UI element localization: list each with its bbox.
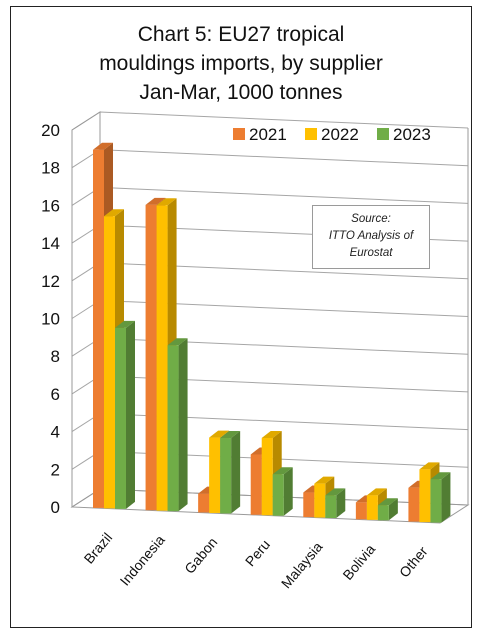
gridline (71, 149, 469, 169)
source-note: Source: ITTO Analysis of Eurostat (312, 205, 430, 269)
legend-swatch-2023 (377, 128, 389, 140)
source-line-1: Source: (351, 213, 391, 225)
y-tick-label: 20 (41, 121, 60, 140)
bar-top (93, 142, 113, 150)
bar-front (93, 149, 104, 508)
x-tick-label: Gabon (181, 534, 220, 576)
bar-front (209, 437, 221, 513)
y-tick-label: 12 (41, 272, 60, 291)
bar-top (430, 472, 451, 480)
bar-top (272, 467, 293, 475)
legend-label-2021: 2021 (249, 125, 287, 144)
bar-front (104, 216, 115, 509)
bar-side (178, 338, 188, 512)
bar-bolivia-2023 (377, 498, 398, 521)
y-tick-label: 8 (51, 347, 60, 366)
bar-indonesia-2023 (167, 338, 188, 512)
bar-side (126, 320, 135, 509)
bar-top (325, 488, 346, 496)
y-tick-label: 14 (41, 234, 60, 253)
y-axis: 0 2 4 6 8 10 12 14 16 18 20 (41, 121, 73, 517)
x-axis: Brazil Indonesia Gabon Peru Malaysia Bolivia O… (81, 530, 431, 592)
y-tick-label: 4 (51, 423, 60, 442)
bar-top (104, 209, 124, 217)
bar-top (156, 198, 177, 206)
x-tick-label: Other (396, 543, 431, 580)
bar-front (198, 493, 210, 513)
bar-top (314, 476, 335, 484)
chart-title: Chart 5: EU27 tropical mouldings imports… (10, 20, 472, 107)
bar-top (377, 498, 398, 506)
y-tick-label: 0 (51, 498, 60, 517)
bar-front (250, 454, 262, 515)
bar-front (156, 205, 168, 511)
chart-title-line-1: Chart 5: EU27 tropical (137, 23, 345, 46)
legend-label-2023: 2023 (393, 125, 431, 144)
bar-front (314, 483, 326, 518)
bar-front (419, 469, 431, 523)
bar-front (366, 495, 378, 520)
bar-front (355, 502, 367, 520)
bar-other-2023 (430, 472, 451, 523)
bar-front (115, 327, 126, 509)
y-tick-label: 18 (41, 159, 60, 178)
bar-top (366, 488, 387, 496)
bar-top (145, 197, 166, 205)
y-tick-label: 6 (51, 385, 60, 404)
bar-top (261, 430, 282, 438)
bar-brazil-2023 (115, 320, 135, 509)
x-tick-label: Malaysia (278, 539, 326, 592)
x-tick-label: Brazil (81, 530, 116, 567)
legend-swatch-2022 (305, 128, 317, 140)
bar-front (430, 479, 442, 523)
bar-top (220, 431, 241, 439)
y-tick-label: 10 (41, 310, 60, 329)
gridline (71, 186, 469, 206)
bar-side (441, 472, 451, 523)
chart-frame (10, 6, 472, 628)
legend-label-2022: 2022 (321, 125, 359, 144)
bar-front (220, 438, 232, 514)
legend: 2021 2022 2023 (233, 125, 431, 144)
bar-gabon-2023 (220, 431, 241, 514)
bar-side (283, 467, 293, 516)
bar-front (408, 487, 420, 522)
bar-malaysia-2023 (325, 488, 346, 519)
x-tick-label: Indonesia (117, 532, 168, 589)
bar-side (231, 431, 241, 514)
bar-side (388, 498, 398, 521)
bar-top (209, 430, 230, 438)
y-tick-label: 16 (41, 196, 60, 215)
y-tick-label: 2 (51, 460, 60, 479)
bar-top (115, 320, 135, 328)
chart-title-line-3: Jan-Mar, 1000 tonnes (139, 81, 343, 104)
bar-top (419, 462, 440, 470)
bar-top (167, 338, 188, 346)
x-tick-label: Peru (242, 536, 273, 569)
bar-front (325, 495, 337, 519)
bar-front (261, 437, 273, 516)
bar-side (336, 488, 346, 519)
bars (93, 142, 451, 523)
chart-title-line-2: mouldings imports, by supplier (99, 52, 383, 75)
x-tick-label: Bolivia (339, 541, 378, 583)
bar-front (145, 204, 157, 511)
legend-swatch-2021 (233, 128, 245, 140)
bar-front (377, 505, 389, 521)
source-line-2: ITTO Analysis of (328, 230, 414, 242)
bar-front (167, 345, 179, 512)
bar-peru-2023 (272, 467, 293, 516)
source-line-3: Eurostat (349, 247, 393, 259)
bar-front (272, 474, 284, 516)
bar-front (303, 492, 315, 518)
gridline (71, 299, 469, 319)
